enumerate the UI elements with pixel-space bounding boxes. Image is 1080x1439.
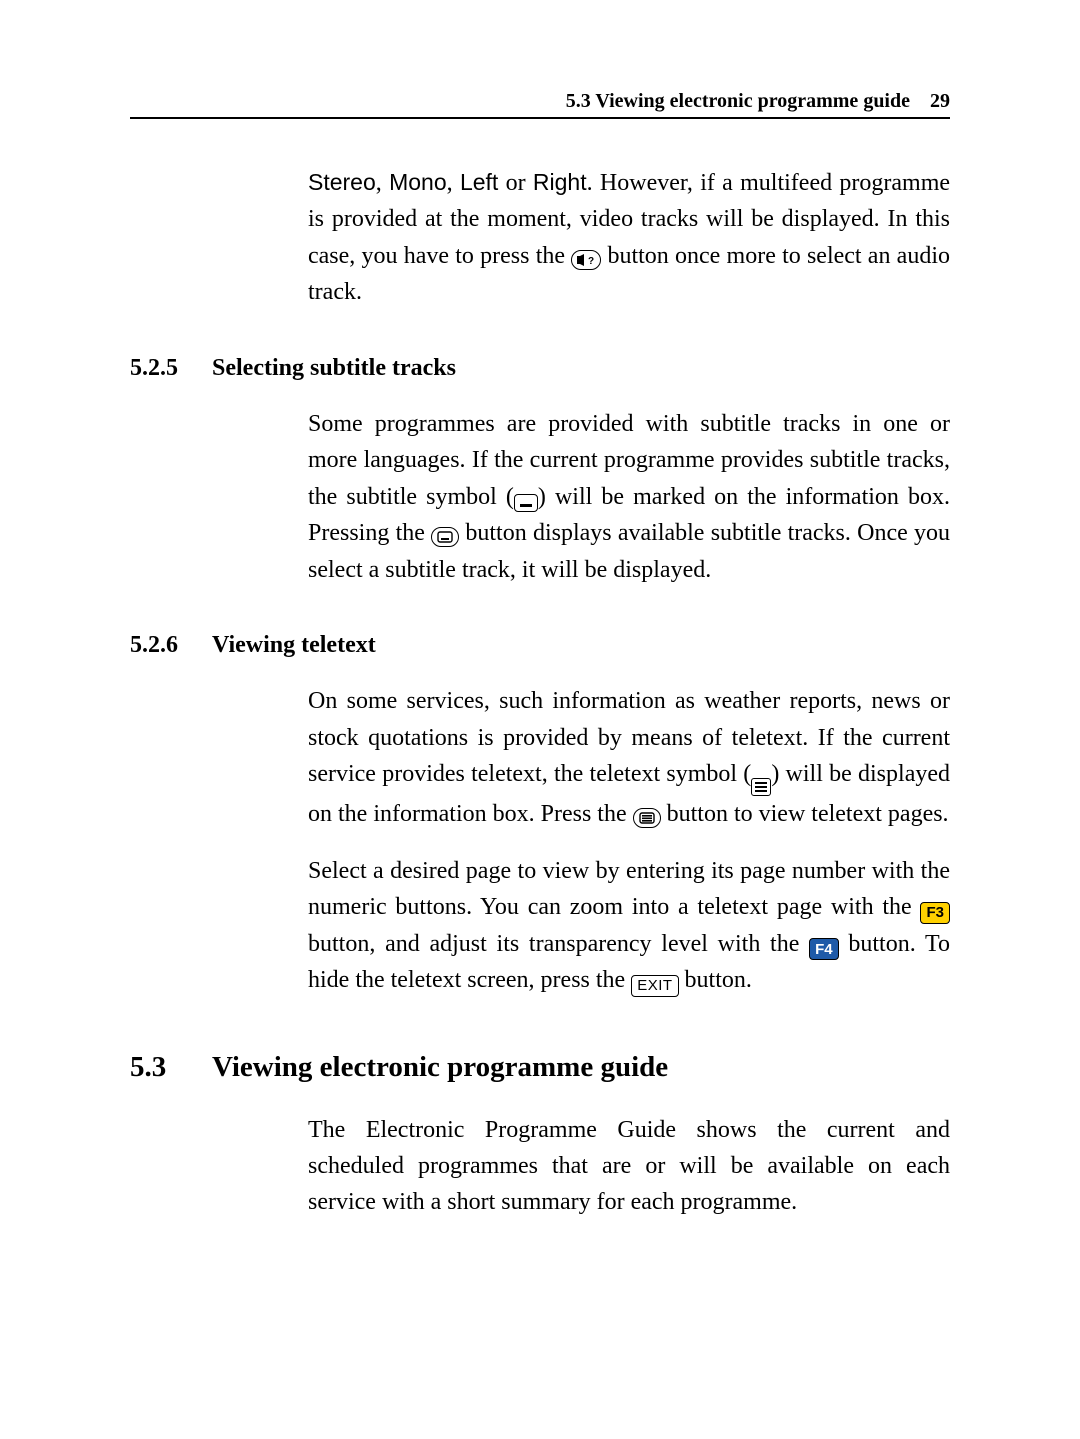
subsection-526-body: On some services, such information as we… (308, 683, 950, 998)
opt-stereo: Stereo (308, 169, 376, 195)
s526-para1: On some services, such information as we… (308, 683, 950, 832)
header-section-title: Viewing electronic programme guide (595, 90, 910, 112)
subsection-number: 5.2.6 (130, 632, 190, 659)
t: button, and adjust its transparency leve… (308, 931, 809, 957)
intro-para: Stereo, Mono, Left or Right. However, if… (308, 165, 950, 311)
running-header: 5.3 Viewing electronic programme guide 2… (130, 90, 950, 119)
subsection-526-heading: 5.2.6 Viewing teletext (130, 632, 950, 659)
f4-key-icon: F4 (809, 938, 839, 960)
t: , (376, 170, 389, 196)
exit-key-icon: EXIT (631, 975, 678, 997)
page: 5.3 Viewing electronic programme guide 2… (0, 0, 1080, 1439)
s525-para: Some programmes are provided with subtit… (308, 406, 950, 588)
subsection-number: 5.2.5 (130, 355, 190, 382)
t: or (498, 170, 533, 196)
teletext-symbol-icon (751, 778, 771, 796)
svg-text:?: ? (588, 256, 594, 266)
header-page-number: 29 (930, 90, 950, 112)
subsection-title: Selecting subtitle tracks (212, 355, 456, 382)
section-number: 5.3 (130, 1051, 190, 1084)
audio-question-icon: ? (571, 250, 601, 270)
intro-paragraph-block: Stereo, Mono, Left or Right. However, if… (308, 165, 950, 311)
opt-mono: Mono (389, 169, 447, 195)
teletext-button-icon (633, 808, 661, 828)
subsection-525-heading: 5.2.5 Selecting subtitle tracks (130, 355, 950, 382)
opt-left: Left (460, 169, 498, 195)
header-section-ref: 5.3 (566, 90, 591, 112)
s526-para2: Select a desired page to view by enterin… (308, 853, 950, 999)
subtitle-symbol-icon (514, 494, 538, 512)
section-53-body: The Electronic Programme Guide shows the… (308, 1112, 950, 1221)
subsection-525-body: Some programmes are provided with subtit… (308, 406, 950, 588)
subsection-title: Viewing teletext (212, 632, 376, 659)
t: button to view teletext pages. (661, 801, 949, 827)
f3-key-icon: F3 (920, 902, 950, 924)
t: Select a desired page to view by enterin… (308, 858, 950, 920)
s53-para: The Electronic Programme Guide shows the… (308, 1112, 950, 1221)
section-53-heading: 5.3 Viewing electronic programme guide (130, 1051, 950, 1084)
subtitle-button-icon (431, 527, 459, 547)
opt-right: Right (533, 169, 587, 195)
section-title: Viewing electronic programme guide (212, 1051, 668, 1084)
t: , (447, 170, 460, 196)
t: button. (679, 967, 752, 993)
